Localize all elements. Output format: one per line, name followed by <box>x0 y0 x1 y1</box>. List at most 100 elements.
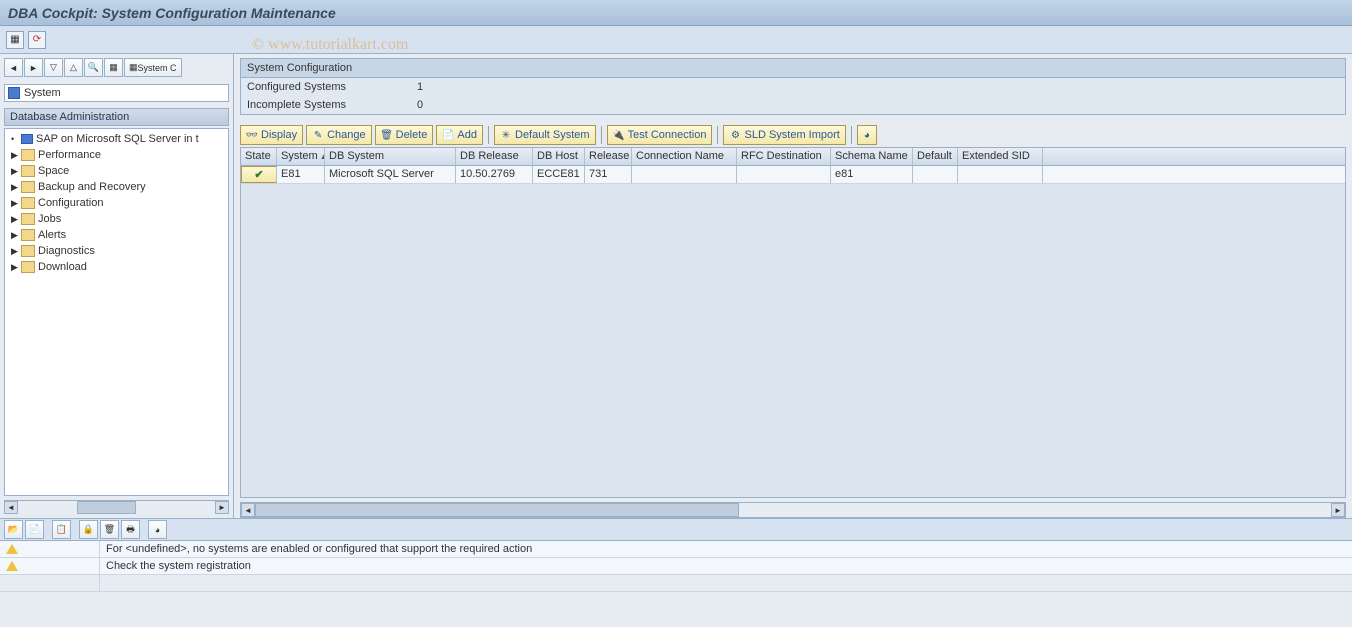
lock-icon[interactable]: 🔒 <box>79 520 98 539</box>
col-extended-sid[interactable]: Extended SID <box>958 148 1043 165</box>
title-bar: DBA Cockpit: System Configuration Mainte… <box>0 0 1352 26</box>
tree-item-space[interactable]: ▶ Space <box>5 163 228 179</box>
collapse-icon[interactable]: ▽ <box>44 58 63 77</box>
col-db-release[interactable]: DB Release <box>456 148 533 165</box>
sld-import-button[interactable]: ⚙SLD System Import <box>723 125 845 145</box>
color-legend-button[interactable]: ◕ <box>857 125 877 145</box>
change-button[interactable]: ✎Change <box>306 125 372 145</box>
document-icon[interactable]: 📄 <box>25 520 44 539</box>
layout-grid-icon[interactable]: ▦ <box>104 58 123 77</box>
col-rfc-destination[interactable]: RFC Destination <box>737 148 831 165</box>
display-button[interactable]: 👓Display <box>240 125 303 145</box>
scroll-left-icon[interactable]: ◄ <box>241 503 255 517</box>
tree-label: Diagnostics <box>38 245 95 257</box>
system-config-button[interactable]: ▦ System C <box>124 58 182 77</box>
page-title: DBA Cockpit: System Configuration Mainte… <box>8 5 336 21</box>
warning-icon <box>0 541 100 557</box>
grid-horizontal-scrollbar[interactable]: ◄ ► <box>240 502 1346 518</box>
print-icon[interactable]: 🖶 <box>121 520 140 539</box>
pencil-icon: ✎ <box>312 129 324 141</box>
system-icon <box>8 87 20 99</box>
tree-label: Download <box>38 261 87 273</box>
tree-item-configuration[interactable]: ▶ Configuration <box>5 195 228 211</box>
expand-arrow-icon[interactable]: ▶ <box>11 214 21 225</box>
col-system[interactable]: System▲ <box>277 148 325 165</box>
tree-item-jobs[interactable]: ▶ Jobs <box>5 211 228 227</box>
tree-item-root[interactable]: • SAP on Microsoft SQL Server in t <box>5 131 228 147</box>
nav-horizontal-scrollbar[interactable]: ◄ ► <box>4 500 229 514</box>
open-folder-icon[interactable]: 📂 <box>4 520 23 539</box>
folder-icon <box>21 261 35 273</box>
system-selector[interactable]: System <box>4 84 229 102</box>
grid-header: State System▲ DB System DB Release DB Ho… <box>241 148 1345 166</box>
message-log: For <undefined>, no systems are enabled … <box>0 540 1352 592</box>
message-text: Check the system registration <box>100 558 1352 574</box>
application-toolbar: ▦ ⟳ <box>0 26 1352 54</box>
nav-toolbar: ◄ ► ▽ △ 🔍 ▦ ▦ System C <box>0 54 233 82</box>
separator <box>851 126 852 144</box>
trash-icon[interactable]: 🗑 <box>100 520 119 539</box>
tree-item-backup[interactable]: ▶ Backup and Recovery <box>5 179 228 195</box>
cell-schema-name: e81 <box>831 166 913 183</box>
expand-icon[interactable]: △ <box>64 58 83 77</box>
tree-item-alerts[interactable]: ▶ Alerts <box>5 227 228 243</box>
default-system-button[interactable]: ✳Default System <box>494 125 596 145</box>
find-icon[interactable]: 🔍 <box>84 58 103 77</box>
expand-arrow-icon[interactable]: ▶ <box>11 262 21 273</box>
config-label: Incomplete Systems <box>247 99 417 111</box>
message-row[interactable]: For <undefined>, no systems are enabled … <box>0 541 1352 558</box>
separator <box>601 126 602 144</box>
expand-arrow-icon[interactable]: ▶ <box>11 150 21 161</box>
empty-cell <box>100 575 1352 591</box>
pie-chart-icon[interactable]: ◕ <box>148 520 167 539</box>
content-pane: System Configuration Configured Systems … <box>234 54 1352 518</box>
col-db-system[interactable]: DB System <box>325 148 456 165</box>
scrollbar-track[interactable] <box>18 501 215 514</box>
config-row-configured: Configured Systems 1 <box>241 78 1345 96</box>
scrollbar-thumb[interactable] <box>255 503 739 517</box>
delete-button[interactable]: 🗑Delete <box>375 125 434 145</box>
create-icon: 📄 <box>442 129 454 141</box>
scroll-right-icon[interactable]: ► <box>1331 503 1345 517</box>
message-row[interactable]: Check the system registration <box>0 558 1352 575</box>
nav-next-icon[interactable]: ► <box>24 58 43 77</box>
main-area: ◄ ► ▽ △ 🔍 ▦ ▦ System C System Database A… <box>0 54 1352 518</box>
refresh-icon[interactable]: ⟳ <box>28 31 46 49</box>
tree-label: SAP on Microsoft SQL Server in t <box>36 133 199 145</box>
col-release[interactable]: Release <box>585 148 632 165</box>
separator <box>717 126 718 144</box>
test-connection-button[interactable]: 🔌Test Connection <box>607 125 713 145</box>
tree-item-download[interactable]: ▶ Download <box>5 259 228 275</box>
copy-icon[interactable]: 📋 <box>52 520 71 539</box>
expand-arrow-icon[interactable]: ▶ <box>11 230 21 241</box>
expand-arrow-icon[interactable]: ▶ <box>11 246 21 257</box>
col-connection-name[interactable]: Connection Name <box>632 148 737 165</box>
separator <box>488 126 489 144</box>
col-db-host[interactable]: DB Host <box>533 148 585 165</box>
scroll-left-icon[interactable]: ◄ <box>4 501 18 514</box>
cell-connection-name <box>632 166 737 183</box>
folder-icon <box>21 229 35 241</box>
import-icon: ⚙ <box>729 129 741 141</box>
scroll-right-icon[interactable]: ► <box>215 501 229 514</box>
scrollbar-track[interactable] <box>255 503 1331 517</box>
nav-prev-icon[interactable]: ◄ <box>4 58 23 77</box>
bullet-icon: • <box>11 134 21 144</box>
layout-icon[interactable]: ▦ <box>6 31 24 49</box>
scrollbar-thumb[interactable] <box>77 501 136 514</box>
col-state[interactable]: State <box>241 148 277 165</box>
folder-icon <box>21 181 35 193</box>
expand-arrow-icon[interactable]: ▶ <box>11 182 21 193</box>
col-schema-name[interactable]: Schema Name <box>831 148 913 165</box>
tree-label: Configuration <box>38 197 103 209</box>
expand-arrow-icon[interactable]: ▶ <box>11 166 21 177</box>
col-default[interactable]: Default <box>913 148 958 165</box>
add-button[interactable]: 📄Add <box>436 125 483 145</box>
table-row[interactable]: ✔ E81 Microsoft SQL Server 10.50.2769 EC… <box>241 166 1345 184</box>
tree-label: Alerts <box>38 229 66 241</box>
tree-item-diagnostics[interactable]: ▶ Diagnostics <box>5 243 228 259</box>
expand-arrow-icon[interactable]: ▶ <box>11 198 21 209</box>
tree-item-performance[interactable]: ▶ Performance <box>5 147 228 163</box>
tree-label: Performance <box>38 149 101 161</box>
tree-label: Backup and Recovery <box>38 181 146 193</box>
